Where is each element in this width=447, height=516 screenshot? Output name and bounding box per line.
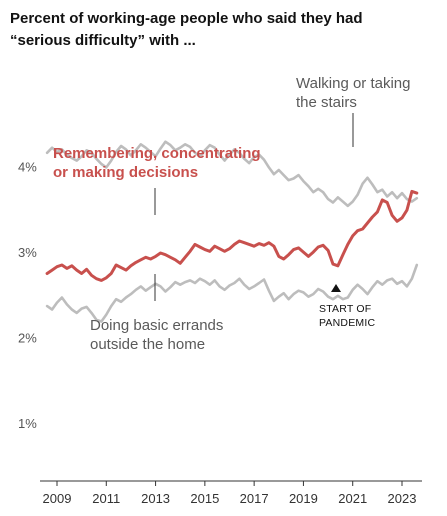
pandemic-marker-triangle <box>331 284 341 292</box>
x-tick-label: 2019 <box>289 491 318 506</box>
chart-title-line-2: “serious difficulty” with ... <box>10 32 196 49</box>
y-tick-label: 2% <box>18 331 37 346</box>
x-tick-label: 2015 <box>190 491 219 506</box>
y-tick-label: 1% <box>18 416 37 431</box>
series-line-errands <box>45 263 419 323</box>
series-line-remembering <box>45 189 419 282</box>
x-tick-label: 2017 <box>240 491 269 506</box>
series-line-walking <box>45 140 419 208</box>
errands-label-line-2: outside the home <box>90 336 205 353</box>
errands-label-line-1: Doing basic errands <box>90 317 223 334</box>
x-tick-label: 2011 <box>92 491 120 506</box>
x-tick-label: 2023 <box>388 491 417 506</box>
annotations: Walking or taking the stairs Remembering… <box>53 75 411 353</box>
x-axis: 2009 2011 2013 2015 2017 2019 2021 2023 <box>40 480 422 506</box>
y-axis-ticks: 1% 2% 3% 4% <box>18 159 37 431</box>
y-tick-label: 3% <box>18 245 37 260</box>
walking-label-line-2: the stairs <box>296 94 357 111</box>
remembering-label-line-1: Remembering, concentrating <box>53 145 261 162</box>
x-tick-label: 2013 <box>141 491 170 506</box>
series-lines <box>45 140 419 323</box>
x-tick-label: 2009 <box>43 491 72 506</box>
pandemic-label-line-2: PANDEMIC <box>319 317 375 329</box>
pandemic-label-line-1: START OF <box>319 303 371 315</box>
walking-label-line-1: Walking or taking <box>296 75 411 92</box>
chart-title-line-1: Percent of working-age people who said t… <box>10 10 363 27</box>
x-tick-label: 2021 <box>338 491 367 506</box>
y-tick-label: 4% <box>18 159 37 174</box>
remembering-label-line-2: or making decisions <box>53 164 198 181</box>
